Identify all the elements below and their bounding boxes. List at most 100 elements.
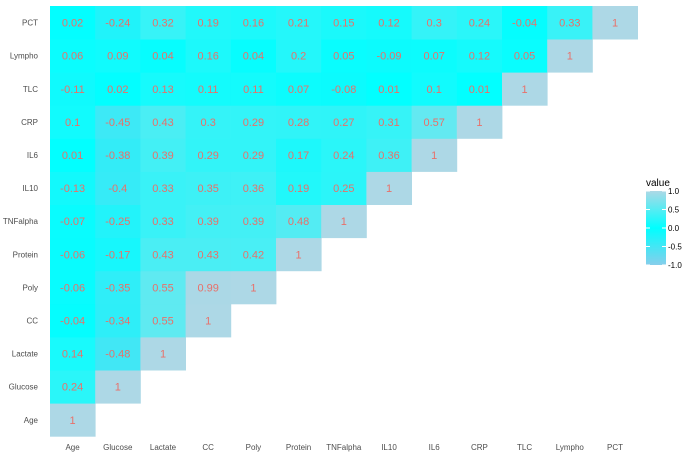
cell-label-TNFalpha-IL6: 0.24 xyxy=(333,150,354,162)
heatmap-cell-CC-Poly xyxy=(185,270,232,305)
heatmap-cell-Glucose-Protein xyxy=(95,237,141,272)
cell-label-IL10-IL10: 1 xyxy=(386,183,392,195)
cell-label-TNFalpha-CRP: 0.27 xyxy=(333,117,354,129)
heatmap-cell-TNFalpha-PCT xyxy=(321,6,367,40)
heatmap-cell-CRP-PCT xyxy=(456,6,503,40)
heatmap-cell-Protein-Lympho xyxy=(276,39,322,73)
cell-label-Lactate-Lympho: 0.04 xyxy=(152,51,173,63)
heatmap-cell-IL10-TLC xyxy=(366,72,412,106)
cell-label-Protein-PCT: 0.21 xyxy=(288,18,309,30)
heatmap-cell-CC-PCT xyxy=(185,6,232,40)
heatmap-cell-IL10-CRP xyxy=(366,105,412,139)
cell-label-IL10-TLC: 0.01 xyxy=(378,84,399,96)
heatmap-cell-Glucose-Glucose xyxy=(95,370,141,404)
cell-label-Glucose-TLC: 0.02 xyxy=(107,84,128,96)
cell-label-CC-Poly: 0.99 xyxy=(197,282,218,294)
cell-label-Protein-TNFalpha: 0.48 xyxy=(288,216,309,228)
cell-label-IL6-TLC: 0.1 xyxy=(427,84,442,96)
cell-label-Age-Age: 1 xyxy=(70,415,76,427)
legend-tick-label: 0.0 xyxy=(668,224,680,233)
heatmap-cell-CC-Lympho xyxy=(185,39,232,73)
x-tick-label-IL6: IL6 xyxy=(429,443,441,452)
y-tick-label-IL6: IL6 xyxy=(27,151,39,160)
color-legend: value 1.0 0.5 0.0 -0.5 -1.0 xyxy=(646,178,682,270)
cell-label-CC-Lympho: 0.16 xyxy=(197,51,218,63)
heatmap-cell-Age-Protein xyxy=(50,237,96,272)
cell-label-Age-Poly: -0.06 xyxy=(60,282,85,294)
y-tick-label-TNFalpha: TNFalpha xyxy=(3,217,39,226)
cell-label-Poly-CRP: 0.29 xyxy=(243,117,264,129)
cell-label-Lympho-PCT: 0.33 xyxy=(559,18,580,30)
cell-label-Poly-IL6: 0.29 xyxy=(243,150,264,162)
cell-label-IL6-Lympho: 0.07 xyxy=(423,51,444,63)
heatmap-cell-Lactate-IL6 xyxy=(140,138,186,172)
cell-label-CC-CC: 1 xyxy=(205,315,211,327)
heatmap-cell-Glucose-Lactate xyxy=(95,337,141,371)
cell-label-Lactate-CC: 0.55 xyxy=(152,315,173,327)
heatmap-cell-Protein-TLC xyxy=(276,72,322,106)
heatmap-cell-CRP-Lympho xyxy=(456,39,503,73)
cell-label-Poly-TLC: 0.11 xyxy=(243,84,264,96)
cell-label-Age-IL10: -0.13 xyxy=(60,183,85,195)
cell-label-Glucose-Glucose: 1 xyxy=(115,382,121,394)
heatmap-cell-Protein-IL6 xyxy=(276,138,322,172)
heatmap-cell-labels: 1 0.24 1 0.14 -0.48 1 -0.04 -0.34 0.55 1 -0.06 -0.3… xyxy=(60,18,618,427)
heatmap-cell-IL6-IL6 xyxy=(411,138,458,172)
heatmap-cell-Protein-PCT xyxy=(276,6,322,40)
cell-label-Glucose-TNFalpha: -0.25 xyxy=(105,216,130,228)
x-tick-label-Poly: Poly xyxy=(246,443,262,452)
cell-label-Poly-Protein: 0.42 xyxy=(243,249,264,261)
x-tick-label-Lactate: Lactate xyxy=(150,443,177,452)
cell-label-CC-IL10: 0.35 xyxy=(197,183,218,195)
x-tick-label-TNFalpha: TNFalpha xyxy=(326,443,362,452)
legend-tick-label: 1.0 xyxy=(668,187,680,196)
cell-label-IL6-PCT: 0.3 xyxy=(427,18,442,30)
heatmap-cell-Lactate-PCT xyxy=(140,6,186,40)
x-tick-label-TLC: TLC xyxy=(517,443,532,452)
heatmap-cell-Age-Poly xyxy=(50,270,96,305)
legend-color-bar xyxy=(646,191,666,265)
heatmap-cell-Glucose-CRP xyxy=(95,105,141,139)
heatmap-cell-Poly-Lympho xyxy=(230,39,277,73)
y-tick-label-Glucose: Glucose xyxy=(9,383,39,392)
heatmap-cell-Poly-IL6 xyxy=(230,138,277,172)
y-tick-label-PCT: PCT xyxy=(22,19,38,28)
y-tick-label-TLC: TLC xyxy=(23,85,38,94)
heatmap-cell-Poly-IL10 xyxy=(230,171,277,205)
heatmap-cell-IL10-PCT xyxy=(366,6,412,40)
cell-label-Poly-TNFalpha: 0.39 xyxy=(243,216,264,228)
heatmap-cell-Age-PCT xyxy=(50,6,96,40)
heatmap-cell-CC-TLC xyxy=(185,72,232,106)
heatmap-cell-Poly-TNFalpha xyxy=(230,204,277,239)
cell-label-Protein-IL6: 0.17 xyxy=(288,150,309,162)
cell-label-Protein-IL10: 0.19 xyxy=(288,183,309,195)
cell-label-IL10-Lympho: -0.09 xyxy=(376,51,401,63)
heatmap-cell-IL10-IL10 xyxy=(366,171,412,205)
cell-label-Lactate-PCT: 0.32 xyxy=(152,18,173,30)
heatmap-cell-IL10-IL6 xyxy=(366,138,412,172)
heatmap-cell-Glucose-PCT xyxy=(95,6,141,40)
cell-label-Poly-Lympho: 0.04 xyxy=(243,51,264,63)
heatmap-cell-IL10-Lympho xyxy=(366,39,412,73)
y-tick-label-Poly: Poly xyxy=(22,283,38,292)
heatmap-cell-PCT-PCT xyxy=(592,6,638,40)
heatmap-cell-CRP-CRP xyxy=(456,105,503,139)
heatmap-cell-TLC-TLC xyxy=(502,72,548,106)
heatmap-cell-Glucose-CC xyxy=(95,303,141,338)
cell-label-TLC-PCT: -0.04 xyxy=(512,18,537,30)
heatmap-cell-TLC-Lympho xyxy=(502,39,548,73)
heatmap-cell-CRP-TLC xyxy=(456,72,503,106)
heatmap-cell-Age-Glucose xyxy=(50,370,96,404)
cell-label-Age-CC: -0.04 xyxy=(60,315,85,327)
heatmap-cell-CC-CC xyxy=(185,303,232,338)
heatmap-cell-TNFalpha-IL10 xyxy=(321,171,367,205)
heatmap-cell-Protein-Protein xyxy=(276,237,322,272)
heatmap-cell-Poly-Protein xyxy=(230,237,277,272)
heatmap-cell-Glucose-IL6 xyxy=(95,138,141,172)
heatmap-cell-Glucose-Lympho xyxy=(95,39,141,73)
cell-label-Lactate-CRP: 0.43 xyxy=(152,117,173,129)
cell-label-Age-Protein: -0.06 xyxy=(60,249,85,261)
cell-label-TNFalpha-Lympho: 0.05 xyxy=(333,51,354,63)
legend-title: value xyxy=(646,178,670,189)
cell-label-Age-CRP: 0.1 xyxy=(65,117,80,129)
